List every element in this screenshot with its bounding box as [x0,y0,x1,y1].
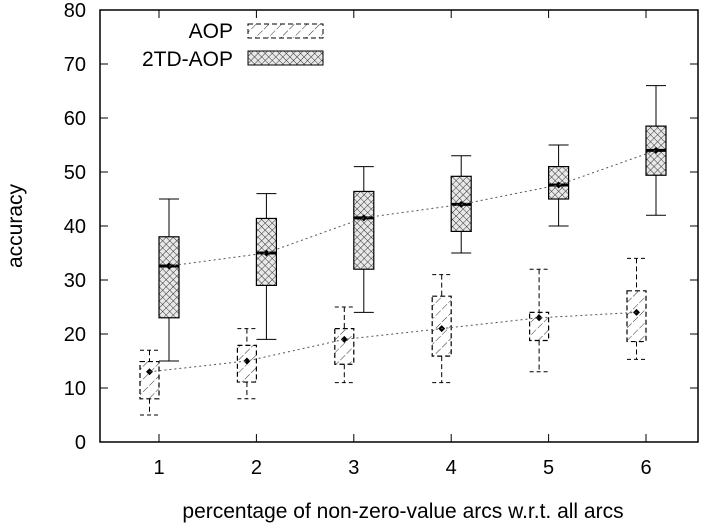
box-aop-1 [139,349,160,416]
legend-label-2td-aop: 2TD-AOP [142,48,233,71]
mean-marker [243,357,251,365]
mean-marker [535,314,543,322]
box-iqr [353,190,375,270]
box-iqr [334,328,355,365]
box-2td-aop-6 [645,85,667,216]
box-aop-6 [626,257,647,360]
box-aop-2 [236,328,257,400]
y-tick-label: 20 [64,324,86,346]
mean-marker [652,146,660,154]
mean-marker [262,249,270,257]
x-tick-label: 3 [348,457,359,479]
x-tick-label: 5 [543,457,554,479]
y-tick-label: 40 [64,216,86,238]
y-tick-label: 10 [64,378,86,400]
y-tick-label: 30 [64,270,86,292]
x-tick-label: 6 [640,457,651,479]
mean-trend-line-aop [149,311,637,373]
box-2td-aop-2 [255,193,277,340]
mean-marker [340,335,348,343]
box-2td-aop-5 [547,144,570,227]
mean-marker [555,181,563,189]
box-iqr [626,290,647,343]
box-iqr [528,311,550,342]
box-iqr [158,236,180,319]
legend-label-aop: AOP [189,20,233,43]
y-tick-label: 50 [64,162,86,184]
box-aop-3 [334,306,355,384]
y-tick-label: 80 [64,0,86,22]
legend-swatch-2td-aop [247,50,324,66]
mean-trend-line-2td-aop [168,149,657,267]
x-tick-label: 1 [153,457,164,479]
y-tick-label: 70 [64,54,86,76]
y-tick-label: 60 [64,108,86,130]
legend: AOP 2TD-AOP [142,20,324,71]
y-tick-label: 0 [75,432,86,454]
legend-swatch-aop [247,23,324,39]
box-aop-5 [528,268,550,373]
x-axis-label: percentage of non-zero-value arcs w.r.t.… [182,500,623,523]
box-2td-aop-1 [158,198,180,362]
plot-frame [99,9,699,443]
x-tick-label: 4 [446,457,457,479]
y-axis-label: accuracy [4,183,27,268]
box-iqr [139,360,160,400]
x-tick-label: 2 [251,457,262,479]
box-2td-aop-3 [353,166,375,313]
